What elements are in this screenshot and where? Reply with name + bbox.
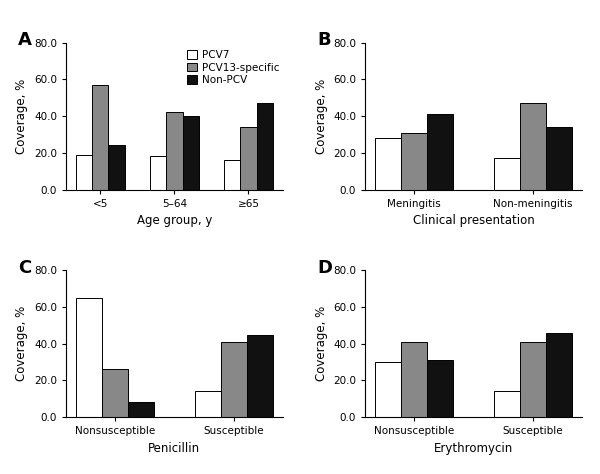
X-axis label: Erythromycin: Erythromycin	[434, 442, 513, 455]
Y-axis label: Coverage, %: Coverage, %	[16, 79, 28, 154]
Bar	[182, 116, 199, 190]
X-axis label: Penicillin: Penicillin	[148, 442, 200, 455]
X-axis label: Age group, y: Age group, y	[137, 214, 212, 227]
X-axis label: Clinical presentation: Clinical presentation	[413, 214, 535, 227]
Bar	[546, 127, 572, 190]
Bar	[427, 360, 454, 417]
Bar	[109, 146, 125, 190]
Bar	[221, 342, 247, 417]
Bar	[128, 402, 154, 417]
Bar	[401, 133, 427, 190]
Bar	[494, 392, 520, 417]
Y-axis label: Coverage, %: Coverage, %	[314, 306, 328, 381]
Y-axis label: Coverage, %: Coverage, %	[16, 306, 28, 381]
Bar	[427, 114, 454, 190]
Bar	[546, 333, 572, 417]
Bar	[257, 103, 273, 190]
Bar	[102, 369, 128, 417]
Bar	[375, 362, 401, 417]
Y-axis label: Coverage, %: Coverage, %	[314, 79, 328, 154]
Bar	[401, 342, 427, 417]
Bar	[194, 392, 221, 417]
Text: B: B	[317, 31, 331, 49]
Bar	[241, 127, 257, 190]
Bar	[494, 158, 520, 190]
Bar	[76, 298, 102, 417]
Text: C: C	[19, 258, 32, 276]
Text: D: D	[317, 258, 332, 276]
Bar	[150, 156, 166, 190]
Bar	[247, 335, 273, 417]
Bar	[520, 103, 546, 190]
Bar	[520, 342, 546, 417]
Bar	[224, 160, 241, 190]
Bar	[76, 155, 92, 190]
Text: A: A	[19, 31, 32, 49]
Legend: PCV7, PCV13-specific, Non-PCV: PCV7, PCV13-specific, Non-PCV	[185, 48, 282, 87]
Bar	[375, 138, 401, 190]
Bar	[166, 112, 182, 190]
Bar	[92, 85, 109, 190]
